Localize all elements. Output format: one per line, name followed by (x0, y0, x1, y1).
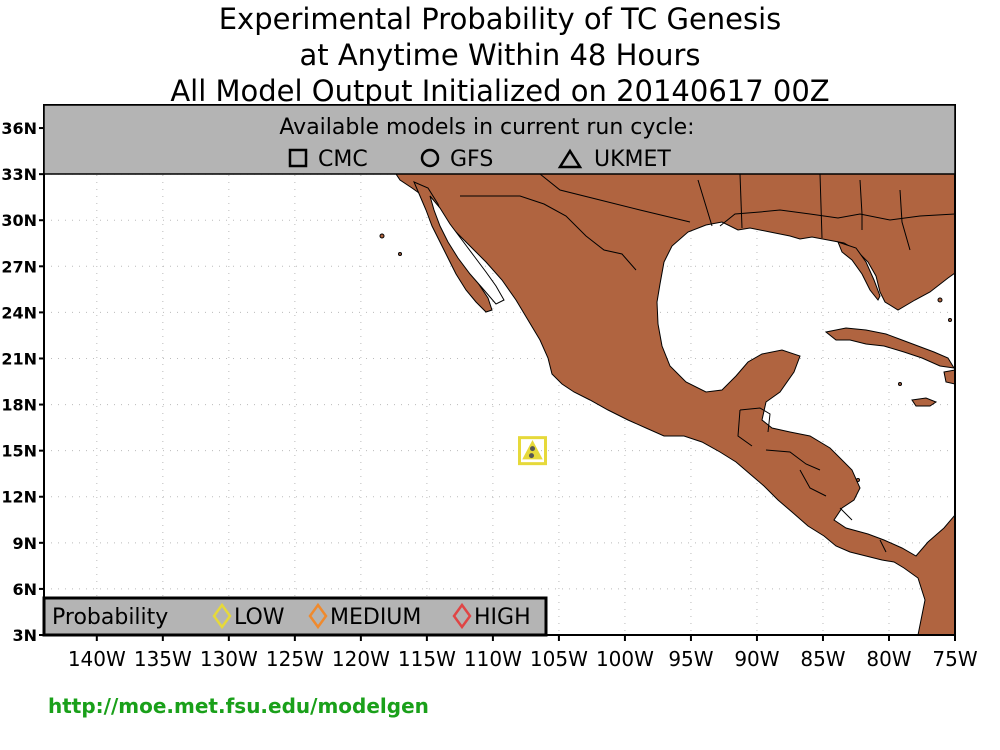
title-line-2: at Anytime Within 48 Hours (299, 38, 701, 72)
latitude-labels: 3N 6N 9N 12N 15N 18N 21N 24N 27N 30N 33N 36N (1, 119, 44, 645)
genesis-markers (518, 436, 548, 466)
legend-label-medium: MEDIUM (330, 605, 421, 630)
lon-label: 75W (932, 647, 977, 671)
lat-label: 12N (1, 488, 37, 507)
lon-label: 90W (734, 647, 779, 671)
lat-label: 27N (1, 257, 37, 276)
lon-label: 85W (800, 647, 845, 671)
legend-label-low: LOW (234, 605, 285, 630)
lon-label: 140W (68, 647, 126, 671)
title-line-1: Experimental Probability of TC Genesis (218, 2, 782, 36)
square-icon (288, 148, 308, 168)
genesis-marker-box (518, 436, 548, 466)
jamaica-land (911, 397, 938, 407)
lat-label: 18N (1, 396, 37, 415)
lat-label: 24N (1, 303, 37, 322)
legend-title: Probability (52, 605, 168, 630)
lat-label: 3N (12, 626, 37, 645)
circle-icon (420, 148, 440, 168)
probability-legend: Probability LOW MEDIUM HIGH (42, 596, 548, 637)
land-mass (395, 173, 955, 635)
lon-label: 120W (332, 647, 390, 671)
diamond-icon (452, 602, 472, 630)
title-line-3: All Model Output Initialized on 20140617… (170, 74, 830, 108)
lon-label: 105W (530, 647, 588, 671)
lon-label: 135W (134, 647, 192, 671)
florida-land (837, 241, 881, 301)
lon-label: 100W (596, 647, 654, 671)
map-plot-area (44, 105, 955, 635)
lon-label: 125W (266, 647, 324, 671)
lat-label: 15N (1, 442, 37, 461)
small-islands (379, 233, 952, 482)
legend-label-high: HIGH (474, 605, 531, 630)
lon-label: 80W (866, 647, 911, 671)
source-url[interactable]: http://moe.met.fsu.edu/modelgen (48, 694, 429, 718)
genesis-marker-dot (530, 446, 536, 452)
model-label-ukmet: UKMET (594, 147, 671, 172)
diamond-icon (212, 602, 232, 630)
longitude-labels: 140W 135W 130W 125W 120W 115W 110W 105W 100W 95W 9… (68, 635, 978, 671)
lon-label: 115W (398, 647, 456, 671)
lat-label: 36N (1, 119, 37, 138)
models-box: Available models in current run cycle: C… (43, 104, 956, 175)
model-label-gfs: GFS (450, 147, 493, 172)
lon-label: 110W (464, 647, 522, 671)
diamond-icon (308, 602, 328, 630)
lat-label: 21N (1, 349, 37, 368)
genesis-marker-dot (529, 453, 535, 459)
models-heading: Available models in current run cycle: (279, 115, 694, 140)
lon-label: 130W (200, 647, 258, 671)
lon-label: 95W (668, 647, 713, 671)
lat-label: 9N (12, 534, 37, 553)
lat-label: 33N (1, 165, 37, 184)
triangle-icon (557, 148, 583, 169)
hispaniola-land (943, 369, 955, 385)
north-america-land (395, 173, 955, 635)
political-borders (460, 173, 955, 553)
lat-label: 6N (12, 580, 37, 599)
lat-label: 30N (1, 211, 37, 230)
model-label-cmc: CMC (318, 147, 368, 172)
